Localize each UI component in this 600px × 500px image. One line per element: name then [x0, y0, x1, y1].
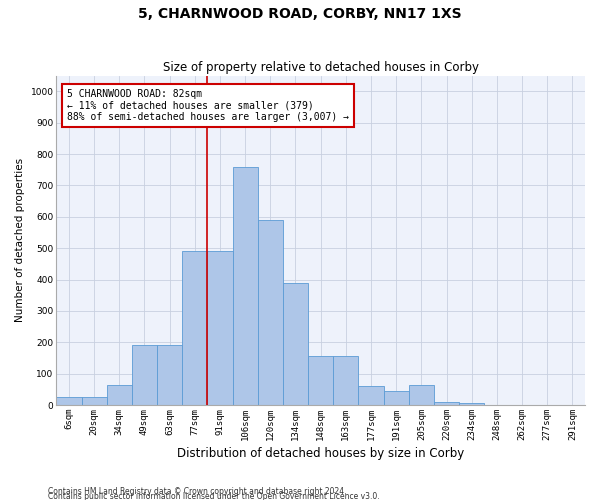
Bar — [434, 402, 459, 405]
Text: Contains HM Land Registry data © Crown copyright and database right 2024.: Contains HM Land Registry data © Crown c… — [48, 486, 347, 496]
Bar — [157, 346, 182, 405]
X-axis label: Distribution of detached houses by size in Corby: Distribution of detached houses by size … — [177, 447, 464, 460]
Bar — [383, 391, 409, 405]
Bar — [358, 386, 383, 405]
Bar — [333, 356, 358, 405]
Bar — [107, 384, 132, 405]
Bar — [132, 346, 157, 405]
Bar — [258, 220, 283, 405]
Bar — [82, 397, 107, 405]
Bar — [56, 397, 82, 405]
Text: 5 CHARNWOOD ROAD: 82sqm
← 11% of detached houses are smaller (379)
88% of semi-d: 5 CHARNWOOD ROAD: 82sqm ← 11% of detache… — [67, 89, 349, 122]
Bar — [283, 282, 308, 405]
Bar — [208, 252, 233, 405]
Text: Contains public sector information licensed under the Open Government Licence v3: Contains public sector information licen… — [48, 492, 380, 500]
Bar — [308, 356, 333, 405]
Bar — [182, 252, 208, 405]
Text: 5, CHARNWOOD ROAD, CORBY, NN17 1XS: 5, CHARNWOOD ROAD, CORBY, NN17 1XS — [138, 8, 462, 22]
Bar — [233, 166, 258, 405]
Title: Size of property relative to detached houses in Corby: Size of property relative to detached ho… — [163, 62, 479, 74]
Bar — [409, 384, 434, 405]
Bar — [459, 404, 484, 405]
Y-axis label: Number of detached properties: Number of detached properties — [15, 158, 25, 322]
